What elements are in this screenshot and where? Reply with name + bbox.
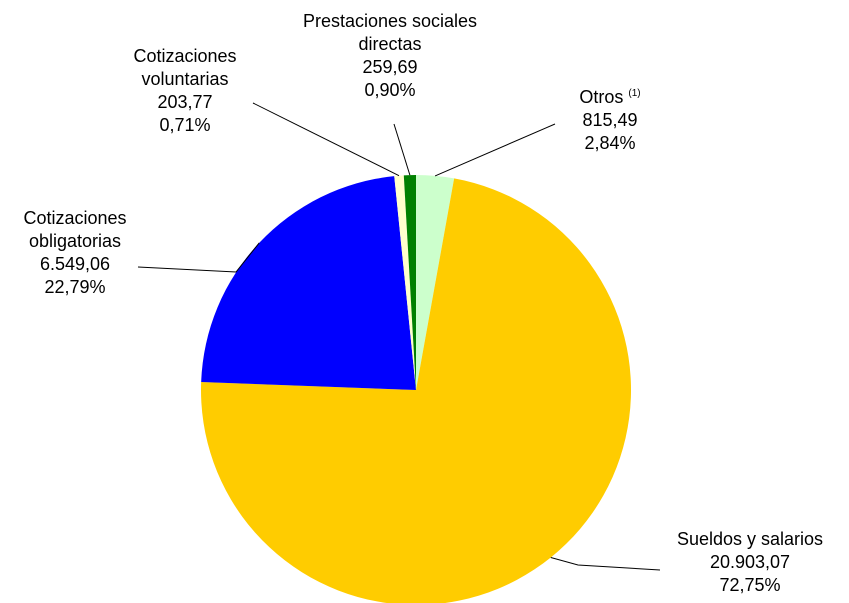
label-prestaciones: Prestaciones sociales directas 259,69 0,…	[270, 10, 510, 102]
label-otros: Otros (1) 815,49 2,84%	[555, 82, 665, 155]
label-voluntarias-name-1: Cotizaciones	[133, 46, 237, 66]
label-prestaciones-percent: 0,90%	[364, 80, 416, 100]
label-otros-note: (1)	[628, 88, 641, 99]
label-voluntarias-percent: 0,71%	[159, 115, 211, 135]
label-voluntarias-value: 203,77	[157, 92, 213, 112]
leader-line-obligatorias	[137, 242, 260, 273]
label-sueldos-percent: 72,75%	[719, 575, 781, 595]
label-obligatorias-percent: 22,79%	[44, 277, 106, 297]
leader-line-voluntarias	[252, 102, 400, 177]
slice-prestaciones	[403, 175, 416, 390]
label-otros-value: 815,49	[582, 110, 638, 130]
label-obligatorias-value: 6.549,06	[39, 254, 111, 274]
label-sueldos-value: 20.903,07	[709, 552, 791, 572]
slice-sueldos	[201, 178, 631, 603]
pie-slices	[201, 175, 631, 603]
label-obligatorias-name-2: obligatorias	[28, 231, 122, 251]
label-otros-text: Otros	[579, 87, 624, 107]
slice-obligatorias	[201, 176, 416, 390]
slice-otros	[416, 175, 455, 390]
slice-voluntarias	[394, 175, 416, 390]
label-prestaciones-name-2: directas	[358, 34, 422, 54]
leader-line-otros	[434, 123, 556, 177]
label-sueldos: Sueldos y salarios 20.903,07 72,75%	[660, 528, 840, 597]
label-voluntarias-name-2: voluntarias	[141, 69, 229, 89]
leader-lines	[137, 102, 661, 571]
label-obligatorias-name-1: Cotizaciones	[23, 208, 127, 228]
label-otros-name: Otros (1)	[555, 82, 665, 109]
leader-line-prestaciones	[393, 123, 411, 176]
label-sueldos-name: Sueldos y salarios	[676, 529, 824, 549]
label-prestaciones-value: 259,69	[362, 57, 418, 77]
label-otros-percent: 2,84%	[584, 133, 636, 153]
label-voluntarias: Cotizaciones voluntarias 203,77 0,71%	[100, 45, 270, 137]
label-obligatorias: Cotizaciones obligatorias 6.549,06 22,79…	[0, 207, 150, 299]
leader-line-sueldos	[550, 557, 661, 571]
label-prestaciones-name-1: Prestaciones sociales	[302, 11, 478, 31]
